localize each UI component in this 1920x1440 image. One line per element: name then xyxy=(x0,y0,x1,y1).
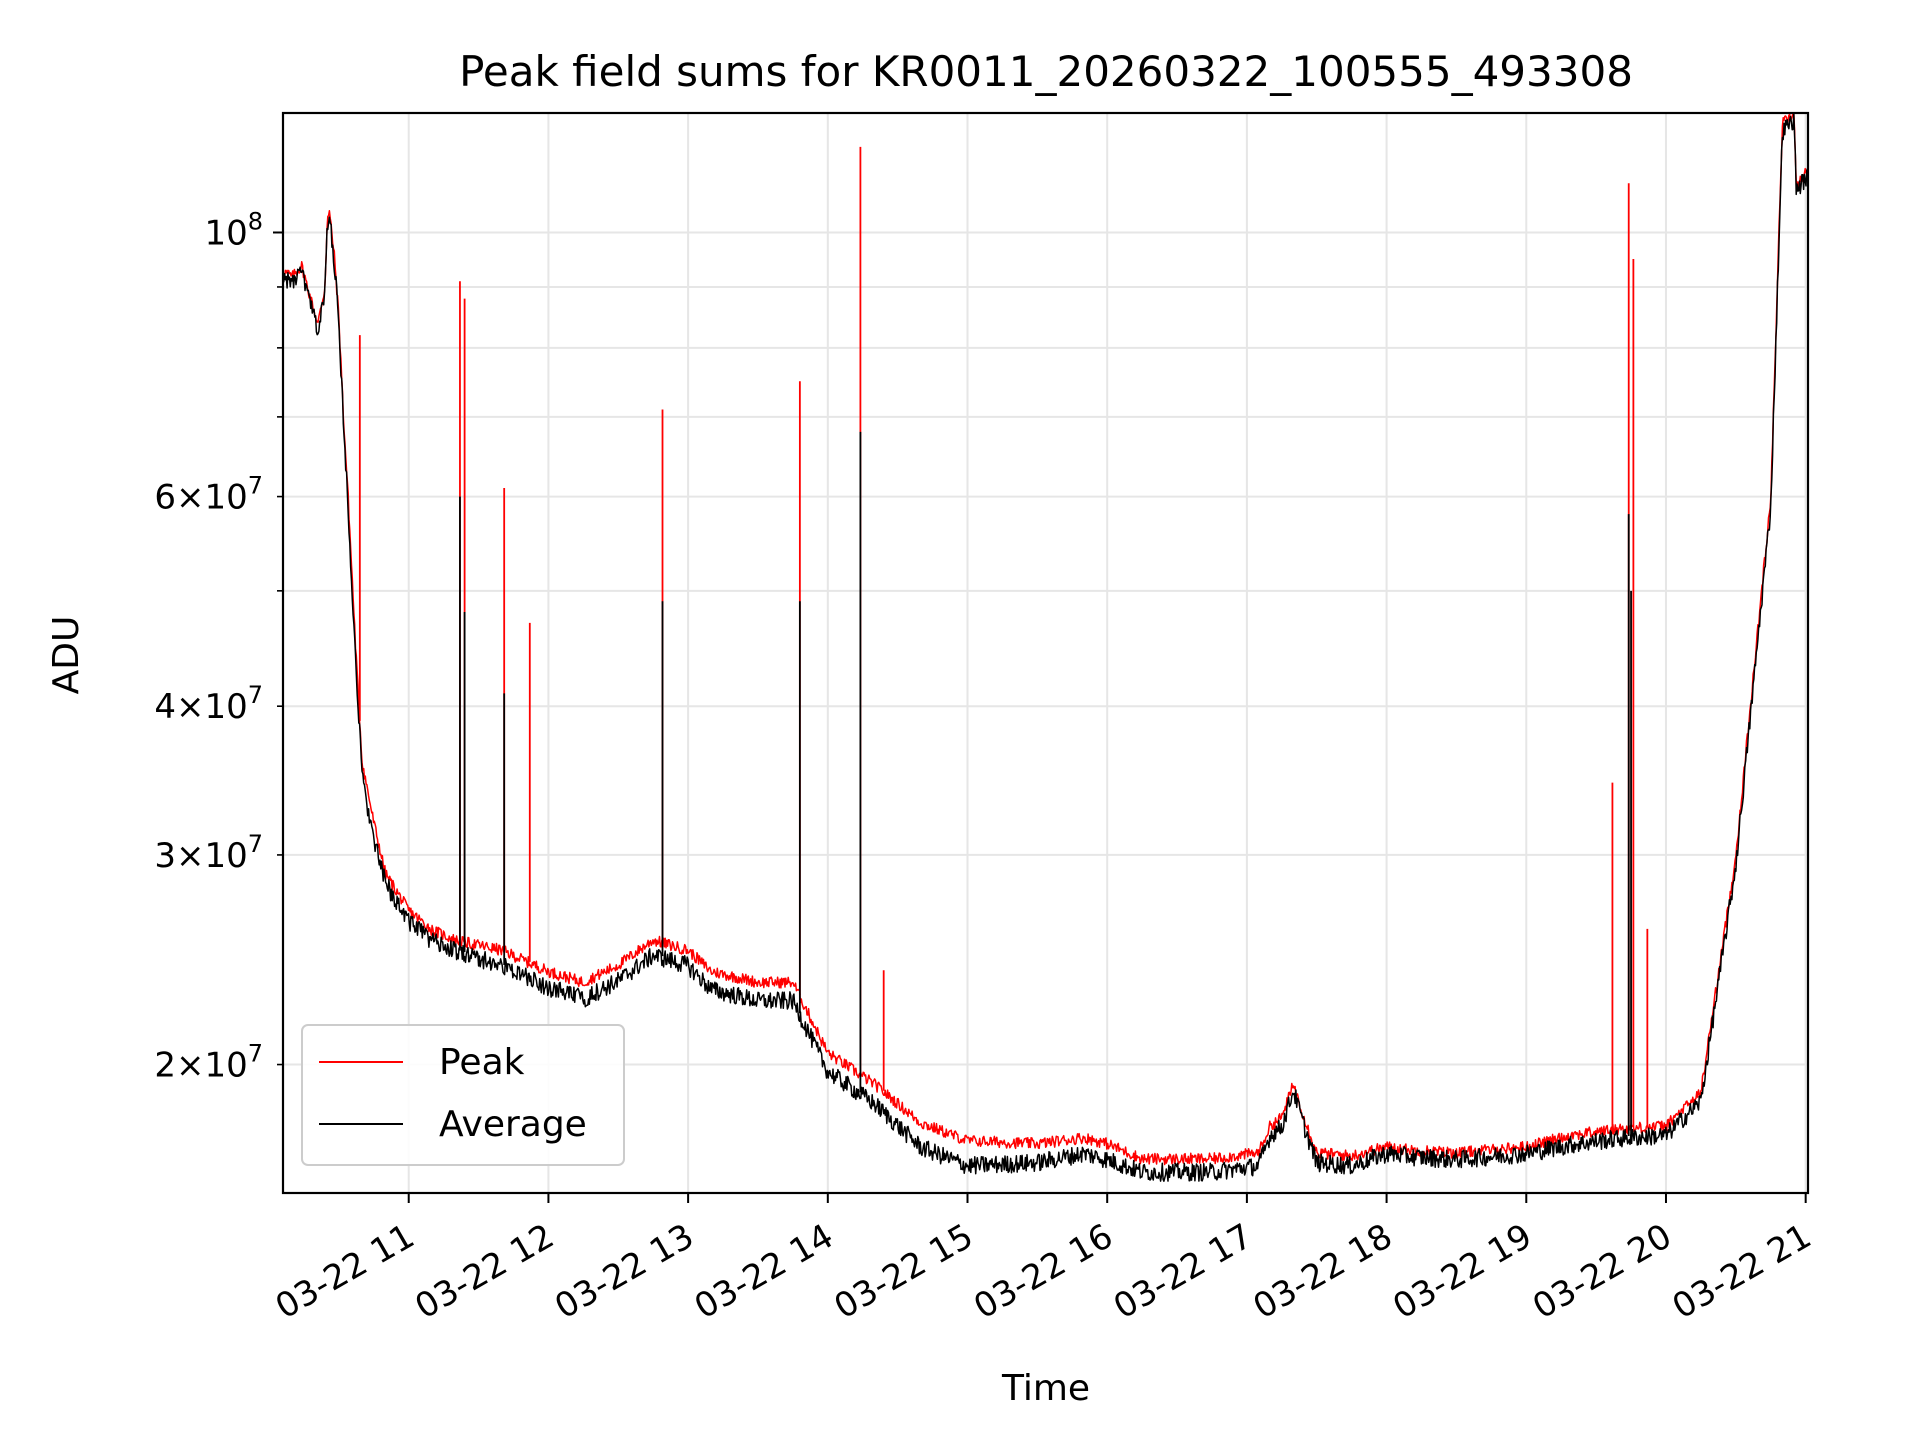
legend-box xyxy=(301,1024,625,1166)
series-average xyxy=(282,112,1809,1182)
legend-label-peak: Peak xyxy=(439,1042,525,1083)
y-tick-label: 2×107 xyxy=(154,1040,263,1086)
legend-label-average: Average xyxy=(439,1104,587,1145)
y-tick-label: 108 xyxy=(204,207,263,253)
chart-title: Peak field sums for KR0011_20260322_1005… xyxy=(459,47,1633,96)
y-tick-label: 4×107 xyxy=(154,681,263,727)
y-axis-label: ADU xyxy=(46,616,87,695)
plot-frame xyxy=(281,111,1810,1195)
y-axis: 108 2×107 3×107 4×107 6×107 xyxy=(154,207,283,1086)
y-tick-label: 6×107 xyxy=(154,472,263,518)
series-layer xyxy=(282,112,1809,1182)
series-line xyxy=(282,112,1809,1166)
legend: Peak Average xyxy=(301,1024,625,1166)
x-axis-label: Time xyxy=(1001,1368,1090,1409)
grid xyxy=(283,113,1808,1193)
y-tick-label: 3×107 xyxy=(154,830,263,876)
series-line xyxy=(282,112,1809,1182)
